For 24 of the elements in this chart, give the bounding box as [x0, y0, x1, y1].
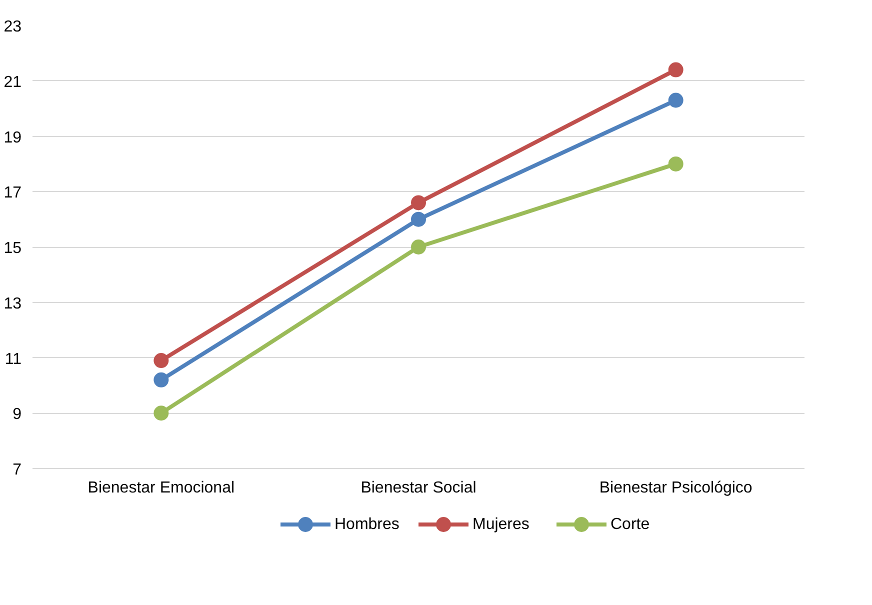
point — [411, 212, 426, 227]
y-tick-label: 15 — [4, 240, 22, 257]
point — [154, 372, 169, 388]
y-tick-label: 19 — [4, 129, 22, 146]
point — [668, 156, 684, 172]
y-tick-label: 23 — [4, 18, 22, 36]
point — [668, 62, 684, 78]
x-tick-label: Bienestar Psicológico — [599, 480, 752, 496]
legend-label: Mujeres — [472, 516, 530, 533]
legend-label: Hombres — [334, 516, 400, 533]
y-tick-label: 9 — [12, 406, 22, 424]
y-tick-label: 13 — [4, 295, 22, 312]
point — [154, 406, 169, 421]
point — [154, 353, 169, 368]
point — [411, 195, 426, 210]
y-tick-label: 11 — [4, 350, 22, 368]
y-tick-label: 21 — [4, 74, 22, 91]
y-tick-label: 17 — [4, 184, 22, 202]
point — [668, 92, 684, 108]
x-tick-label: Bienestar Emocional — [88, 480, 235, 496]
legend-label: Corte — [610, 516, 650, 533]
x-tick-label: Bienestar Social — [360, 480, 476, 496]
y-tick-label: 7 — [12, 462, 22, 478]
point — [411, 240, 426, 254]
